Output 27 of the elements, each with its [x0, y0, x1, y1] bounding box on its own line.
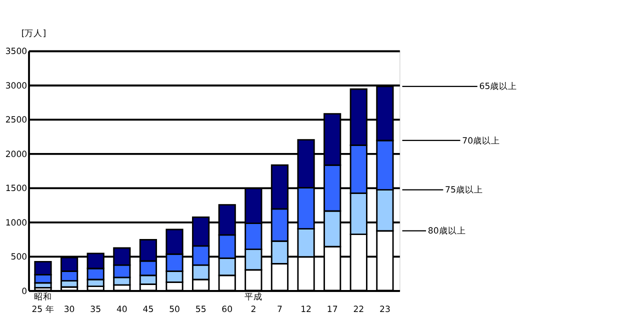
x-tick-label: 23 — [379, 304, 390, 315]
y-axis-title: [万人] — [21, 28, 46, 40]
y-tick-label: 1000 — [5, 218, 28, 228]
y-tick-label: 0 — [22, 286, 28, 297]
y-tick-label: 1500 — [5, 184, 28, 194]
text: 75歳以上 — [445, 184, 483, 196]
x-tick-label: 40 — [116, 304, 128, 315]
x-tick-label: 60 — [222, 304, 233, 315]
y-tick-label: 2500 — [5, 116, 28, 126]
text: 80歳以上 — [428, 226, 466, 237]
text: 70歳以上 — [462, 135, 500, 146]
x-tick-label: 12 — [300, 304, 312, 315]
x-tick-label: 平成 2 — [244, 291, 262, 315]
x-tick-label: 45 — [142, 304, 154, 315]
y-tick-label: 2000 — [5, 150, 28, 160]
x-tick-label: 55 — [195, 304, 206, 315]
x-tick-label: 17 — [326, 304, 338, 315]
x-tick-label: 30 — [64, 304, 75, 315]
x-tick-label: 35 — [90, 304, 102, 315]
y-tick-label: 500 — [10, 252, 28, 263]
x-tick-label: 7 — [277, 304, 282, 315]
text: 65歳以上 — [479, 81, 518, 92]
x-tick-label: 50 — [169, 304, 180, 315]
y-tick-label: 3500 — [5, 47, 28, 58]
y-tick-label: 3000 — [5, 81, 28, 92]
x-tick-label: 昭和 25 年 — [32, 291, 54, 315]
x-tick-label: 22 — [353, 304, 364, 315]
